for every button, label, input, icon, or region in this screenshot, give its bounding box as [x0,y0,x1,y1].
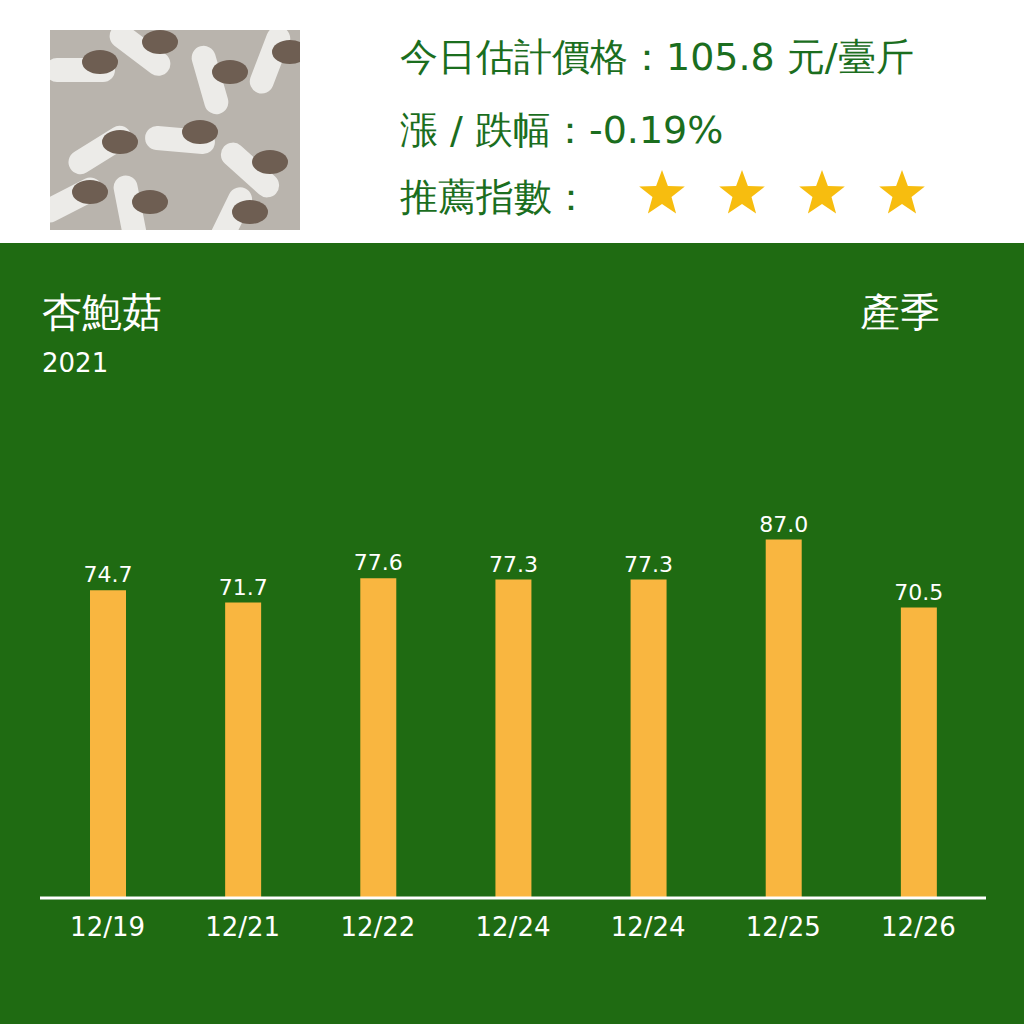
svg-text:12/25: 12/25 [746,912,821,942]
svg-text:12/24: 12/24 [611,912,686,942]
html-text:漲 / 跌幅：-0.19%: 漲 / 跌幅：-0.19% [400,108,724,152]
html-text:推薦指數：: 推薦指數： [400,175,590,219]
svg-text:71.7: 71.7 [219,575,268,600]
svg-text:12/22: 12/22 [340,912,415,942]
html-text:杏鮑菇: 杏鮑菇 [42,289,162,335]
svg-text:70.5: 70.5 [894,580,943,605]
html-text:產季: 產季 [860,289,940,335]
html-text:2021: 2021 [42,348,109,378]
svg-text:12/26: 12/26 [881,912,956,942]
svg-text:77.6: 77.6 [354,550,403,575]
svg-text:12/19: 12/19 [70,912,145,942]
svg-text:77.3: 77.3 [624,552,673,577]
svg-text:87.0: 87.0 [759,512,808,537]
html-text:今日估計價格：105.8 元/臺斤: 今日估計價格：105.8 元/臺斤 [400,35,914,79]
svg-text:77.3: 77.3 [489,552,538,577]
svg-text:12/24: 12/24 [476,912,551,942]
svg-text:74.7: 74.7 [84,562,133,587]
svg-text:12/21: 12/21 [205,912,280,942]
